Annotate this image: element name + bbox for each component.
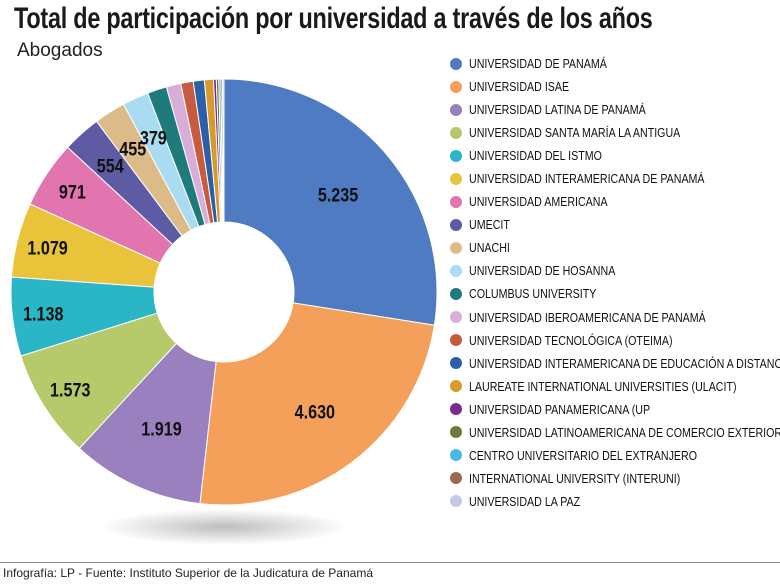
legend-label: UMECIT bbox=[469, 217, 510, 233]
data-label-6: 971 bbox=[59, 181, 86, 203]
legend-item: UNIVERSIDAD DEL ISTMO bbox=[450, 144, 780, 167]
legend-item: UNIVERSIDAD INTERAMERICANA DE EDUCACIÓN … bbox=[450, 352, 780, 375]
legend-swatch bbox=[450, 126, 462, 139]
data-label-4: 1.138 bbox=[23, 303, 64, 325]
legend-label: UNIVERSIDAD IBEROAMERICANA DE PANAMÁ bbox=[469, 309, 706, 325]
legend-item: CENTRO UNIVERSITARIO DEL EXTRANJERO bbox=[450, 444, 780, 467]
legend-swatch bbox=[450, 311, 462, 324]
source-footer: Infografía: LP - Fuente: Instituto Super… bbox=[3, 566, 374, 580]
slice-1 bbox=[199, 302, 435, 506]
legend-item: UNIVERSIDAD DE HOSANNA bbox=[450, 259, 780, 282]
legend-item: INTERNATIONAL UNIVERSITY (INTERUNI) bbox=[450, 467, 780, 490]
legend-swatch bbox=[450, 495, 462, 508]
data-label-8: 455 bbox=[119, 138, 146, 160]
legend-item: LAUREATE INTERNATIONAL UNIVERSITIES (ULA… bbox=[450, 375, 780, 398]
legend-swatch bbox=[450, 241, 462, 254]
legend-swatch bbox=[450, 426, 462, 439]
data-label-5: 1.079 bbox=[27, 237, 68, 259]
legend-swatch bbox=[450, 149, 462, 162]
slice-0 bbox=[223, 78, 438, 326]
legend-swatch bbox=[450, 80, 462, 93]
legend-label: INTERNATIONAL UNIVERSITY (INTERUNI) bbox=[469, 470, 681, 486]
data-label-3: 1.573 bbox=[50, 379, 91, 401]
legend-label: UNIVERSIDAD LATINA DE PANAMÁ bbox=[469, 102, 646, 118]
legend-swatch bbox=[450, 264, 462, 277]
legend-label: UNACHI bbox=[469, 240, 510, 256]
legend-item: UNIVERSIDAD PANAMERICANA (UP bbox=[450, 398, 780, 421]
legend-item: UNIVERSIDAD INTERAMERICANA DE PANAMÁ bbox=[450, 167, 780, 190]
legend-item: UNIVERSIDAD SANTA MARÍA LA ANTIGUA bbox=[450, 121, 780, 144]
legend-swatch bbox=[450, 287, 462, 300]
chart-subtitle: Abogados bbox=[17, 40, 103, 61]
donut-chart: 5.235 4.630 1.919 1.573 1.138 1.079 971 5544553… bbox=[10, 78, 438, 545]
legend-swatch bbox=[450, 357, 462, 370]
legend-label: UNIVERSIDAD LA PAZ bbox=[469, 493, 581, 509]
legend-item: UMECIT bbox=[450, 213, 780, 236]
legend-swatch bbox=[450, 403, 462, 416]
legend-swatch bbox=[450, 449, 462, 462]
legend-swatch bbox=[450, 380, 462, 393]
legend-label: UNIVERSIDAD ISAE bbox=[469, 79, 570, 95]
legend-label: UNIVERSIDAD INTERAMERICANA DE EDUCACIÓN … bbox=[469, 355, 780, 371]
data-label-0: 5.235 bbox=[318, 184, 359, 206]
legend-label: CENTRO UNIVERSITARIO DEL EXTRANJERO bbox=[469, 447, 698, 463]
legend-label: UNIVERSIDAD AMERICANA bbox=[469, 194, 608, 210]
legend: UNIVERSIDAD DE PANAMÁ UNIVERSIDAD ISAE UNI… bbox=[450, 52, 780, 513]
legend-swatch bbox=[450, 172, 462, 185]
slice-19 bbox=[222, 78, 225, 223]
legend-swatch bbox=[450, 218, 462, 231]
legend-item: UNIVERSIDAD TECNOLÓGICA (OTEIMA) bbox=[450, 329, 780, 352]
legend-swatch bbox=[450, 334, 462, 347]
legend-label: LAUREATE INTERNATIONAL UNIVERSITIES (ULA… bbox=[469, 378, 737, 394]
footer-divider bbox=[0, 562, 780, 563]
legend-item: UNIVERSIDAD LA PAZ bbox=[450, 490, 780, 513]
legend-swatch bbox=[450, 195, 462, 208]
slice-2 bbox=[78, 342, 217, 505]
legend-item: UNIVERSIDAD IBEROAMERICANA DE PANAMÁ bbox=[450, 306, 780, 329]
legend-item: UNACHI bbox=[450, 236, 780, 259]
legend-item: COLUMBUS UNIVERSITY bbox=[450, 282, 780, 305]
legend-label: UNIVERSIDAD INTERAMERICANA DE PANAMÁ bbox=[469, 171, 705, 187]
legend-item: UNIVERSIDAD LATINA DE PANAMÁ bbox=[450, 98, 780, 121]
legend-item: UNIVERSIDAD ISAE bbox=[450, 75, 780, 98]
legend-item: UNIVERSIDAD AMERICANA bbox=[450, 190, 780, 213]
legend-label: UNIVERSIDAD DE PANAMÁ bbox=[469, 56, 607, 72]
legend-label: UNIVERSIDAD LATINOAMERICANA DE COMERCIO … bbox=[469, 424, 780, 440]
chart-shadow bbox=[99, 509, 349, 545]
legend-label: UNIVERSIDAD SANTA MARÍA LA ANTIGUA bbox=[469, 125, 681, 141]
legend-label: UNIVERSIDAD DEL ISTMO bbox=[469, 148, 602, 164]
legend-swatch bbox=[450, 103, 462, 116]
legend-label: UNIVERSIDAD DE HOSANNA bbox=[469, 263, 616, 279]
legend-swatch bbox=[450, 472, 462, 485]
legend-swatch bbox=[450, 57, 462, 70]
data-label-2: 1.919 bbox=[141, 418, 182, 440]
data-label-1: 4.630 bbox=[295, 401, 336, 423]
legend-label: UNIVERSIDAD PANAMERICANA (UP bbox=[469, 401, 651, 417]
legend-label: UNIVERSIDAD TECNOLÓGICA (OTEIMA) bbox=[469, 332, 673, 348]
legend-item: UNIVERSIDAD LATINOAMERICANA DE COMERCIO … bbox=[450, 421, 780, 444]
data-label-7: 554 bbox=[97, 155, 124, 177]
data-label-9: 379 bbox=[140, 127, 167, 149]
chart-title: Total de participación por universidad a… bbox=[14, 2, 653, 35]
legend-item: UNIVERSIDAD DE PANAMÁ bbox=[450, 52, 780, 75]
legend-label: COLUMBUS UNIVERSITY bbox=[469, 286, 597, 302]
